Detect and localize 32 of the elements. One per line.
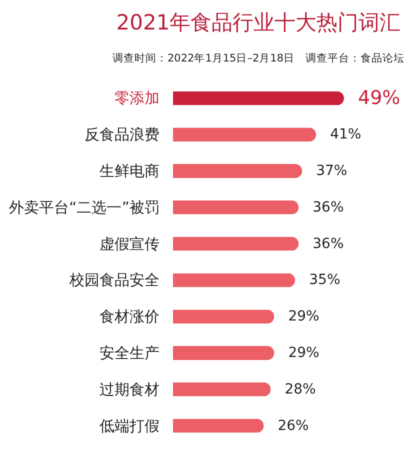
y-tick-label: 过期食材: [100, 380, 160, 398]
y-tick-label: 低端打假: [100, 416, 160, 435]
chart-title: 2021年食品行业十大热门词汇: [116, 10, 401, 34]
chart-subtitle: 调查时间：2022年1月15日–2月18日 调查平台：食品论坛: [112, 52, 405, 64]
bar: [173, 273, 296, 288]
bar: [173, 91, 344, 106]
data-label: 29%: [288, 308, 320, 325]
bar: [173, 200, 299, 214]
data-label: 37%: [316, 163, 348, 179]
y-tick-label: 反食品浪费: [84, 126, 160, 144]
y-tick-label: 虚假宣传: [100, 234, 160, 253]
bar: [173, 346, 274, 360]
data-label: 49%: [358, 87, 400, 110]
data-label: 41%: [330, 126, 362, 143]
data-label: 36%: [312, 236, 344, 252]
y-tick-label: 生鲜电商: [100, 162, 160, 180]
bar: [173, 164, 302, 178]
data-label: 28%: [284, 381, 316, 398]
y-tick-label: 外卖平台“二选一”被罚: [8, 198, 160, 216]
bar: [173, 418, 264, 433]
data-label: 29%: [288, 345, 320, 361]
data-label: 35%: [309, 272, 340, 288]
y-tick-label: 零添加: [114, 89, 160, 108]
bar: [173, 382, 271, 396]
data-label: 36%: [312, 199, 344, 216]
bar: [173, 310, 274, 324]
bar: [173, 236, 299, 251]
y-tick-label: 安全生产: [100, 344, 160, 362]
y-tick-label: 食材涨价: [100, 308, 160, 326]
bar: [173, 128, 316, 142]
data-label: 26%: [278, 418, 309, 434]
y-tick-label: 校园食品安全: [68, 271, 160, 290]
